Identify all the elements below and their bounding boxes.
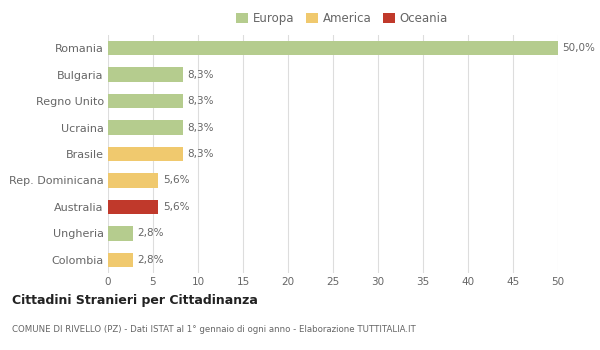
Text: 2,8%: 2,8%: [138, 255, 164, 265]
Text: COMUNE DI RIVELLO (PZ) - Dati ISTAT al 1° gennaio di ogni anno - Elaborazione TU: COMUNE DI RIVELLO (PZ) - Dati ISTAT al 1…: [12, 326, 416, 335]
Bar: [108, 68, 182, 82]
Bar: [108, 226, 133, 240]
Bar: [108, 199, 158, 214]
Text: 8,3%: 8,3%: [187, 122, 214, 133]
Bar: [108, 252, 133, 267]
Legend: Europa, America, Oceania: Europa, America, Oceania: [232, 8, 452, 30]
Bar: [108, 147, 182, 161]
Text: Cittadini Stranieri per Cittadinanza: Cittadini Stranieri per Cittadinanza: [12, 294, 258, 307]
Text: 2,8%: 2,8%: [138, 228, 164, 238]
Bar: [108, 41, 558, 56]
Bar: [108, 94, 182, 108]
Text: 8,3%: 8,3%: [187, 149, 214, 159]
Bar: [108, 120, 182, 135]
Text: 8,3%: 8,3%: [187, 96, 214, 106]
Text: 5,6%: 5,6%: [163, 175, 190, 186]
Text: 50,0%: 50,0%: [563, 43, 595, 53]
Text: 5,6%: 5,6%: [163, 202, 190, 212]
Bar: [108, 173, 158, 188]
Text: 8,3%: 8,3%: [187, 70, 214, 80]
